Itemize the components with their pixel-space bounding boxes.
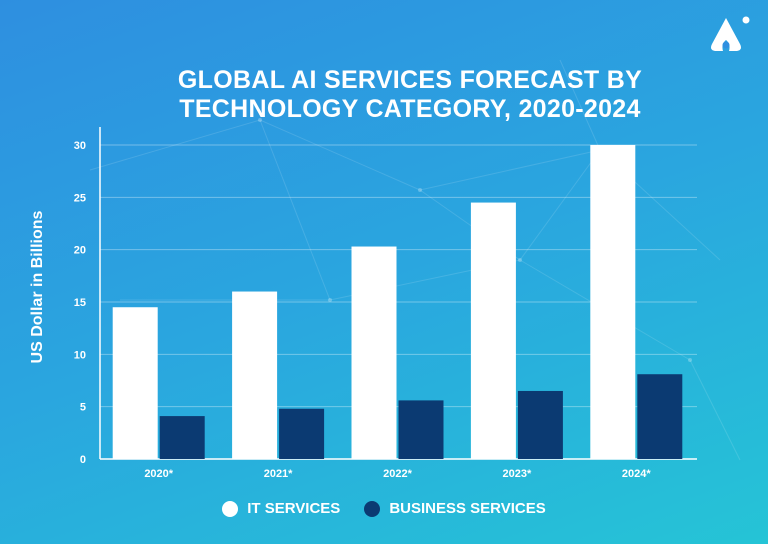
brand-logo [711,16,750,51]
legend-swatch-business-services [364,500,381,517]
x-tick-label: 2020* [144,468,173,480]
legend-item-business-services: BUSINESS SERVICES [364,500,546,517]
y-tick-label: 0 [80,454,86,466]
chart-title: GLOBAL AI SERVICES FORECAST BY TECHNOLOG… [100,66,720,124]
x-tick-label: 2021* [264,468,293,480]
legend-swatch-it-services [222,500,239,517]
chart-title-line-1: GLOBAL AI SERVICES FORECAST BY [177,66,643,94]
x-tick-label: 2023* [503,468,532,480]
y-tick-label: 30 [74,140,86,152]
bar-business-services-2024 [637,374,683,459]
bar-business-services-2020 [159,416,205,459]
bar-it-services-2022 [351,246,397,459]
bar-business-services-2022 [398,400,444,459]
x-tick-label: 2022* [383,468,412,480]
y-tick-label: 5 [80,402,86,414]
y-tick-label: 25 [74,192,86,204]
bar-business-services-2023 [517,390,563,459]
legend-label-business-services: BUSINESS SERVICES [389,500,546,517]
bar-it-services-2024 [590,145,636,459]
bar-it-services-2020 [112,307,158,459]
chart-title-line-2: TECHNOLOGY CATEGORY, 2020-2024 [179,95,641,123]
legend-item-it-services: IT SERVICES [222,500,340,517]
bar-business-services-2021 [279,408,325,459]
bar-it-services-2021 [232,291,278,459]
bar-it-services-2023 [470,202,516,460]
y-tick-label: 10 [74,349,86,361]
chart-legend: IT SERVICES BUSINESS SERVICES [0,500,768,517]
x-tick-label: 2024* [622,468,651,480]
y-tick-label: 20 [74,245,86,257]
legend-label-it-services: IT SERVICES [247,500,341,517]
y-tick-label: 15 [74,297,86,309]
